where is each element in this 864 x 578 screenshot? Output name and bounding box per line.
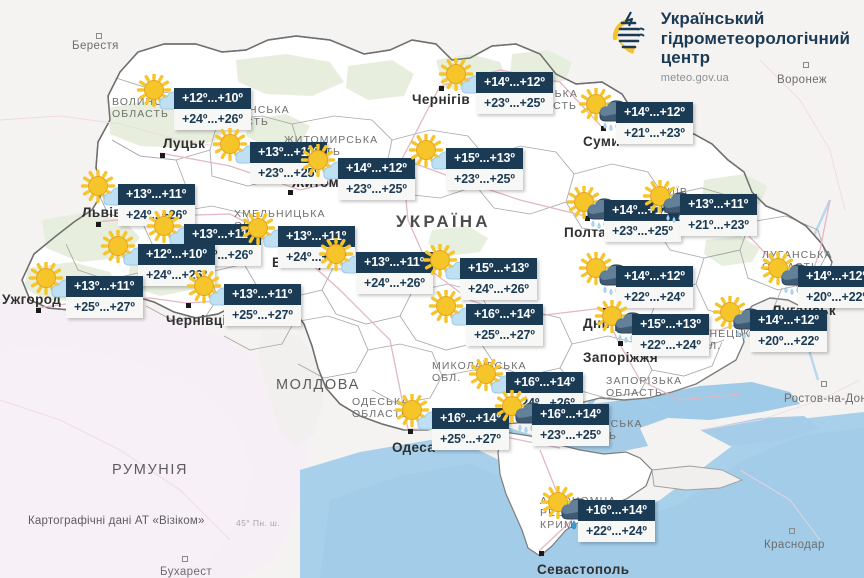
sun-cloud-icon bbox=[438, 56, 496, 107]
forecast-temperature-box: +16º...+14º +23º...+25º bbox=[532, 404, 609, 446]
city-dot bbox=[601, 126, 606, 131]
day-temperature: +20º...+22º bbox=[750, 331, 827, 352]
forecast-temperature-box: +14º...+12º +23º...+25º bbox=[338, 158, 415, 200]
forecast-temperature-box: +13º...+11º+24º...+26º bbox=[356, 252, 433, 294]
moldova-landmass bbox=[258, 330, 324, 448]
day-temperature: +25º...+27º bbox=[466, 325, 543, 346]
night-temperature: +12º...+10º bbox=[174, 88, 251, 109]
day-temperature: +23º...+25º bbox=[532, 425, 609, 446]
day-temperature: +23º...+25º bbox=[338, 179, 415, 200]
water-droplet-logo-icon bbox=[612, 11, 645, 54]
city-dot bbox=[186, 303, 191, 308]
forecast-temperature-box: +15º...+13º +24º...+26º bbox=[460, 258, 537, 300]
night-temperature: +14º...+12º bbox=[616, 102, 693, 123]
night-temperature: +13º...+11º bbox=[118, 184, 195, 205]
sea-of-azov bbox=[640, 382, 800, 420]
logo-title: Український гідрометеорологічний центр bbox=[660, 9, 850, 67]
city-dot bbox=[408, 429, 413, 434]
night-temperature: +16º...+14º bbox=[578, 500, 655, 521]
city-dot bbox=[821, 381, 827, 387]
night-temperature: +13º...+11º bbox=[680, 194, 757, 215]
forecast-temperature-box: +15º...+13º +23º...+25º bbox=[446, 148, 523, 190]
city-dot bbox=[618, 341, 623, 346]
forecast-temperature-box: +14º...+12º +21º...+23º bbox=[616, 102, 693, 144]
day-temperature: +23º...+25º bbox=[446, 169, 523, 190]
night-temperature: +13º...+11º bbox=[66, 276, 143, 297]
sun-storm-icon bbox=[494, 388, 552, 439]
night-temperature: +15º...+13º bbox=[446, 148, 523, 169]
day-temperature: +24º...+26º bbox=[460, 279, 537, 300]
day-temperature: +21º...+23º bbox=[680, 215, 757, 236]
forecast-temperature-box: +13º...+11º +25º...+27º bbox=[66, 276, 143, 318]
day-temperature: +22º...+24º bbox=[578, 521, 655, 542]
forecast-temperature-box: +16º...+14º +25º...+27º bbox=[466, 304, 543, 346]
city-dot bbox=[539, 551, 544, 556]
map-attribution: Картографічні дані АТ «Візіком» bbox=[28, 515, 205, 527]
forecast-temperature-box: +13º...+11º+24º...+26º bbox=[278, 226, 355, 268]
hydrometeorological-center-logo[interactable]: Український гідрометеорологічний центр m… bbox=[605, 8, 850, 84]
logo-url[interactable]: meteo.gov.ua bbox=[660, 71, 729, 84]
forecast-temperature-box: +13º...+11º +25º...+27º bbox=[224, 284, 301, 326]
night-temperature: +13º...+11º bbox=[184, 224, 261, 245]
city-dot bbox=[160, 153, 165, 158]
forecast-temperature-box: +16º...+14º +22º...+24º bbox=[578, 500, 655, 542]
latitude-marker: 45° Пн. ш. bbox=[236, 518, 280, 528]
night-temperature: +13º...+11º bbox=[250, 142, 327, 163]
city-dot bbox=[96, 33, 102, 39]
night-temperature: +14º...+12º bbox=[750, 310, 827, 331]
night-temperature: +14º...+12º bbox=[476, 72, 553, 93]
day-temperature: +23º...+25º bbox=[476, 93, 553, 114]
night-temperature: +15º...+13º bbox=[632, 314, 709, 335]
night-temperature: +14º...+12º bbox=[616, 266, 693, 287]
night-temperature: +14º...+12º bbox=[338, 158, 415, 179]
city-dot bbox=[96, 222, 101, 227]
forecast-temperature-box: +15º...+13º +22º...+24º bbox=[632, 314, 709, 356]
night-temperature: +16º...+14º bbox=[532, 404, 609, 425]
sun-rain-icon bbox=[578, 86, 636, 137]
night-temperature: +13º...+11º bbox=[356, 252, 433, 273]
day-temperature: +22º...+24º bbox=[616, 287, 693, 308]
forecast-temperature-box: +14º...+12º +20º...+22º bbox=[750, 310, 827, 352]
forecast-temperature-box: +14º...+12º +20º...+22º bbox=[798, 266, 864, 308]
night-temperature: +16º...+14º bbox=[506, 372, 583, 393]
day-temperature: +25º...+27º bbox=[224, 305, 301, 326]
city-dot bbox=[585, 216, 590, 221]
night-temperature: +15º...+13º bbox=[460, 258, 537, 279]
city-dot bbox=[789, 528, 795, 534]
night-temperature: +12º...+10º bbox=[138, 244, 215, 265]
night-temperature: +13º...+11º bbox=[224, 284, 301, 305]
city-dot bbox=[182, 556, 188, 562]
forecast-temperature-box: +13º...+11º +21º...+23º bbox=[680, 194, 757, 236]
day-temperature: +22º...+24º bbox=[632, 335, 709, 356]
day-temperature: +23º...+25º bbox=[250, 163, 327, 184]
night-temperature: +16º...+14º bbox=[466, 304, 543, 325]
forecast-temperature-box: +14º...+12º +23º...+25º bbox=[476, 72, 553, 114]
day-temperature: +25º...+27º bbox=[66, 297, 143, 318]
day-temperature: +20º...+22º bbox=[798, 287, 864, 308]
day-temperature: +23º...+25º bbox=[604, 221, 681, 242]
day-temperature: +21º...+23º bbox=[616, 123, 693, 144]
forecast-temperature-box: +14º...+12º +22º...+24º bbox=[616, 266, 693, 308]
city-dot bbox=[288, 190, 293, 195]
day-temperature: +25º...+27º bbox=[432, 429, 509, 450]
city-dot bbox=[803, 62, 809, 68]
night-temperature: +14º...+12º bbox=[798, 266, 864, 287]
forecast-temperature-box: +13º...+11º +23º...+25º bbox=[250, 142, 327, 184]
day-temperature: +24º...+26º bbox=[174, 109, 251, 130]
city-dot bbox=[439, 86, 444, 91]
night-temperature: +16º...+14º bbox=[432, 408, 509, 429]
forecast-temperature-box: +16º...+14º +25º...+27º bbox=[432, 408, 509, 450]
city-dot bbox=[36, 308, 41, 313]
day-temperature: +24º...+26º bbox=[356, 273, 433, 294]
forecast-temperature-box: +12º...+10º +24º...+26º bbox=[174, 88, 251, 130]
